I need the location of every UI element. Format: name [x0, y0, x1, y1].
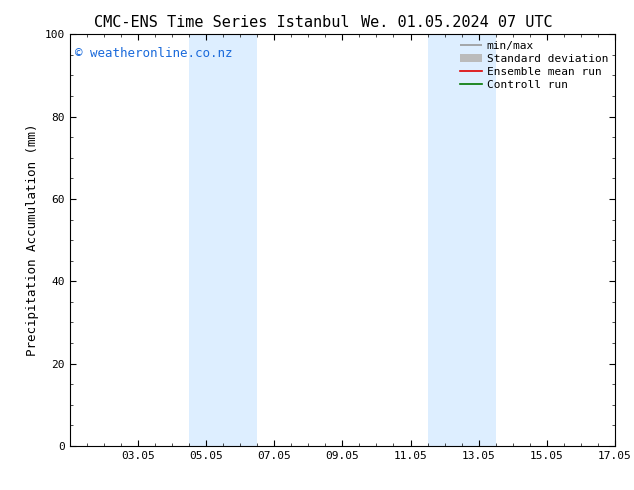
Text: We. 01.05.2024 07 UTC: We. 01.05.2024 07 UTC [361, 15, 552, 30]
Text: CMC-ENS Time Series Istanbul: CMC-ENS Time Series Istanbul [94, 15, 349, 30]
Bar [462, 34, 496, 446]
Text: © weatheronline.co.nz: © weatheronline.co.nz [75, 47, 233, 60]
Bar [427, 34, 462, 446]
Y-axis label: Precipitation Accumulation (mm): Precipitation Accumulation (mm) [26, 124, 39, 356]
Bar [189, 34, 223, 446]
Bar [223, 34, 257, 446]
Legend: min/max, Standard deviation, Ensemble mean run, Controll run: min/max, Standard deviation, Ensemble me… [456, 37, 612, 94]
